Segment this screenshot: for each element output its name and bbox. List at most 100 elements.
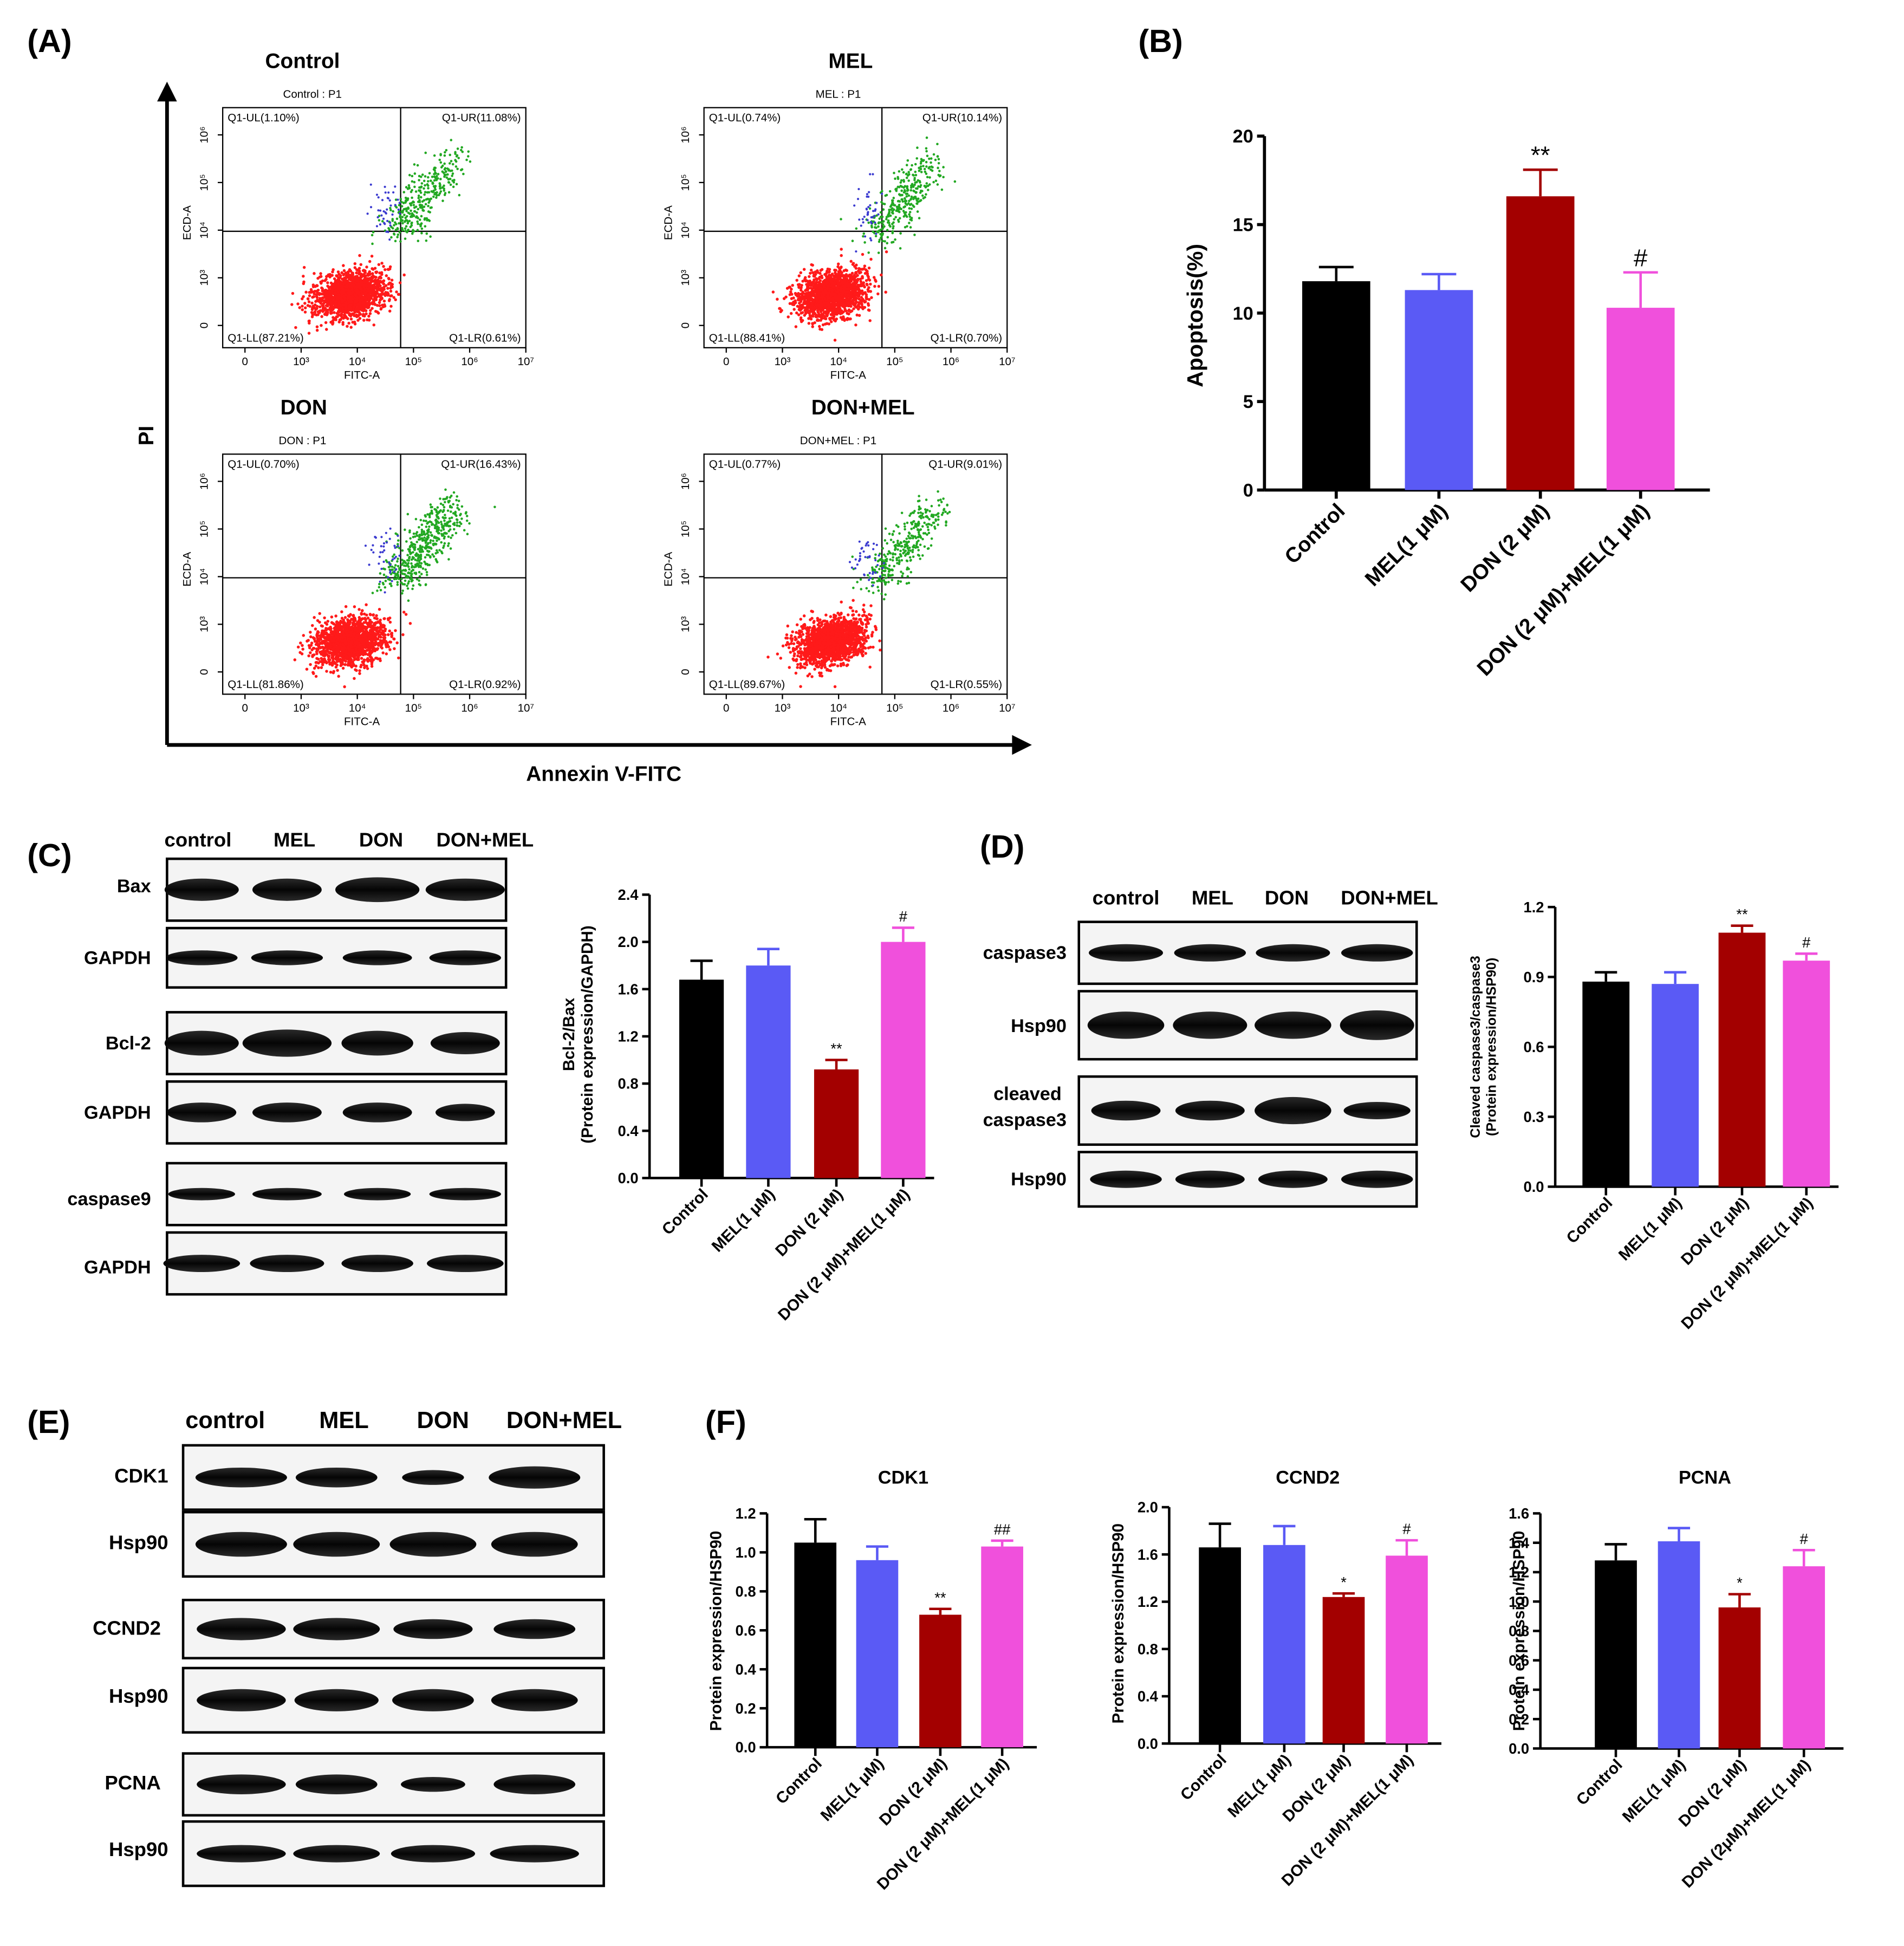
event-dot [447,181,450,184]
y-tick-label: 10⁵ [679,174,692,191]
event-dot [384,290,387,294]
event-dot [401,633,405,637]
event-dot [319,309,322,313]
y-tick-label: 0 [198,322,211,328]
pi-axis-arrow-icon [157,81,177,102]
event-dot [831,310,834,314]
event-dot [861,252,865,256]
event-dot [411,174,414,178]
event-dot [382,282,385,286]
event-dot [434,192,437,194]
event-dot [785,287,789,290]
event-dot [868,278,872,282]
event-dot [457,157,460,159]
event-dot [394,204,397,206]
event-dot [938,170,941,172]
event-dot [426,198,430,200]
event-dot [893,172,895,174]
event-dot [449,153,452,157]
event-dot [382,210,385,213]
event-dot [855,300,858,304]
event-dot [788,293,792,296]
event-dot [404,237,407,240]
event-dot [907,194,911,197]
event-dot [376,216,379,219]
event-dot [814,313,818,317]
event-dot [826,312,829,315]
event-dot [866,283,869,287]
event-dot [330,297,334,301]
event-dot [863,291,867,295]
event-dot [796,298,800,302]
event-dot [308,294,311,297]
event-dot [339,281,343,285]
event-dot [427,184,430,187]
event-dot [355,279,359,283]
event-dot [399,240,402,243]
event-dot [808,304,811,307]
event-dot [412,215,415,217]
event-dot [896,177,900,180]
event-dot [869,282,872,286]
quadrant-lr-label: Q1-LR(0.61%) [449,332,521,344]
event-dot [387,276,391,280]
event-dot [326,308,330,312]
event-dot [829,295,833,298]
event-dot [862,232,866,235]
event-dot [852,295,855,299]
event-dot [349,317,353,321]
event-dot [345,288,348,291]
event-dot [306,304,310,307]
event-dot [319,282,323,285]
event-dot [433,169,436,172]
event-dot [381,199,384,202]
event-dot [872,173,874,176]
flow-plot-subtitle: Control : P1 [283,88,342,100]
event-dot [884,290,887,294]
event-dot [397,293,400,296]
event-dot [920,199,922,202]
event-dot [407,184,411,187]
event-dot [424,175,427,178]
event-dot [905,195,908,198]
x-tick-label: 10⁴ [830,355,847,368]
event-dot [336,309,340,313]
event-dot [315,328,319,332]
event-dot [822,284,826,288]
event-dot [324,321,328,325]
event-dot [325,328,328,331]
x-tick-label: 10³ [293,355,309,368]
event-dot [452,185,455,189]
event-dot [836,302,839,306]
event-dot [375,303,379,307]
event-dot [862,283,866,287]
event-dot [817,313,821,316]
event-dot [907,179,910,182]
flow-plot-frame [222,107,527,348]
event-dot [820,314,823,318]
event-dot [315,284,319,288]
event-dot [879,228,882,231]
event-dot [326,312,329,315]
event-dot [385,274,388,277]
event-dot [404,207,407,211]
event-dot [810,263,813,267]
event-dot [425,239,428,242]
event-dot [906,189,909,192]
event-dot [418,218,421,221]
event-dot [303,306,307,310]
event-dot [302,265,306,269]
event-dot [339,664,343,667]
event-dot [880,221,882,224]
event-dot [807,317,810,320]
event-dot [833,339,837,342]
event-dot [429,206,432,209]
event-dot [337,313,341,317]
event-dot [371,242,374,245]
event-dot [391,213,394,216]
event-dot [433,154,436,157]
event-dot [450,139,453,141]
event-dot [408,173,411,177]
event-dot [800,320,803,323]
event-dot [892,227,894,230]
